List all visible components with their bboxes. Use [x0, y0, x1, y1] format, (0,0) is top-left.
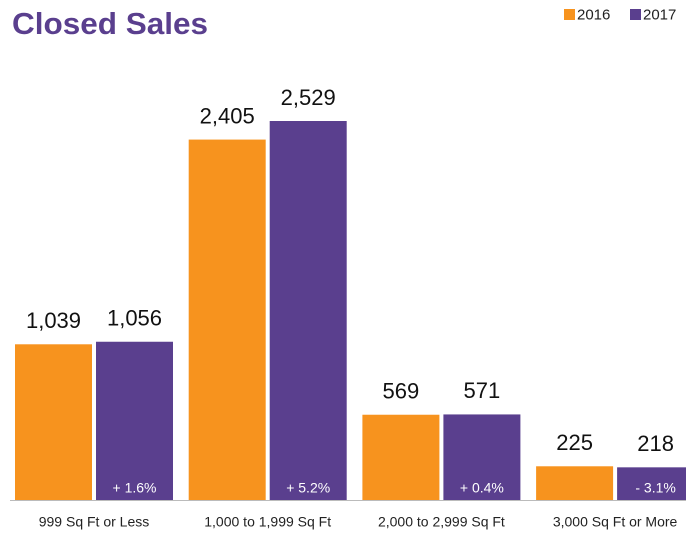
bar	[443, 414, 521, 500]
data-label: 1,039	[26, 308, 81, 333]
bar	[269, 121, 347, 500]
x-tick-label: 2,000 to 2,999 Sq Ft	[378, 514, 505, 530]
legend-label: 2017	[643, 6, 676, 23]
data-label: 225	[556, 430, 593, 455]
bar	[15, 344, 92, 500]
bar	[536, 466, 614, 500]
x-tick-label: 999 Sq Ft or Less	[39, 514, 150, 530]
data-label: 571	[464, 378, 501, 403]
bar	[96, 341, 173, 500]
change-label: - 3.1%	[635, 480, 675, 496]
data-label: 1,056	[107, 306, 162, 331]
data-label: 569	[383, 379, 420, 404]
bar	[617, 467, 686, 500]
x-tick-label: 1,000 to 1,999 Sq Ft	[204, 514, 331, 530]
legend-label: 2016	[577, 6, 610, 23]
chart-title: Closed Sales	[12, 6, 208, 41]
bar	[188, 139, 266, 501]
data-label: 218	[637, 431, 674, 456]
data-label: 2,529	[281, 85, 336, 110]
change-label: + 1.6%	[113, 480, 157, 496]
change-label: + 0.4%	[460, 480, 504, 496]
x-tick-label: 3,000 Sq Ft or More	[553, 514, 678, 530]
legend-swatch	[564, 9, 575, 20]
legend-swatch	[630, 9, 641, 20]
bar	[362, 414, 440, 500]
data-label: 2,405	[200, 103, 255, 128]
change-label: + 5.2%	[286, 480, 330, 496]
